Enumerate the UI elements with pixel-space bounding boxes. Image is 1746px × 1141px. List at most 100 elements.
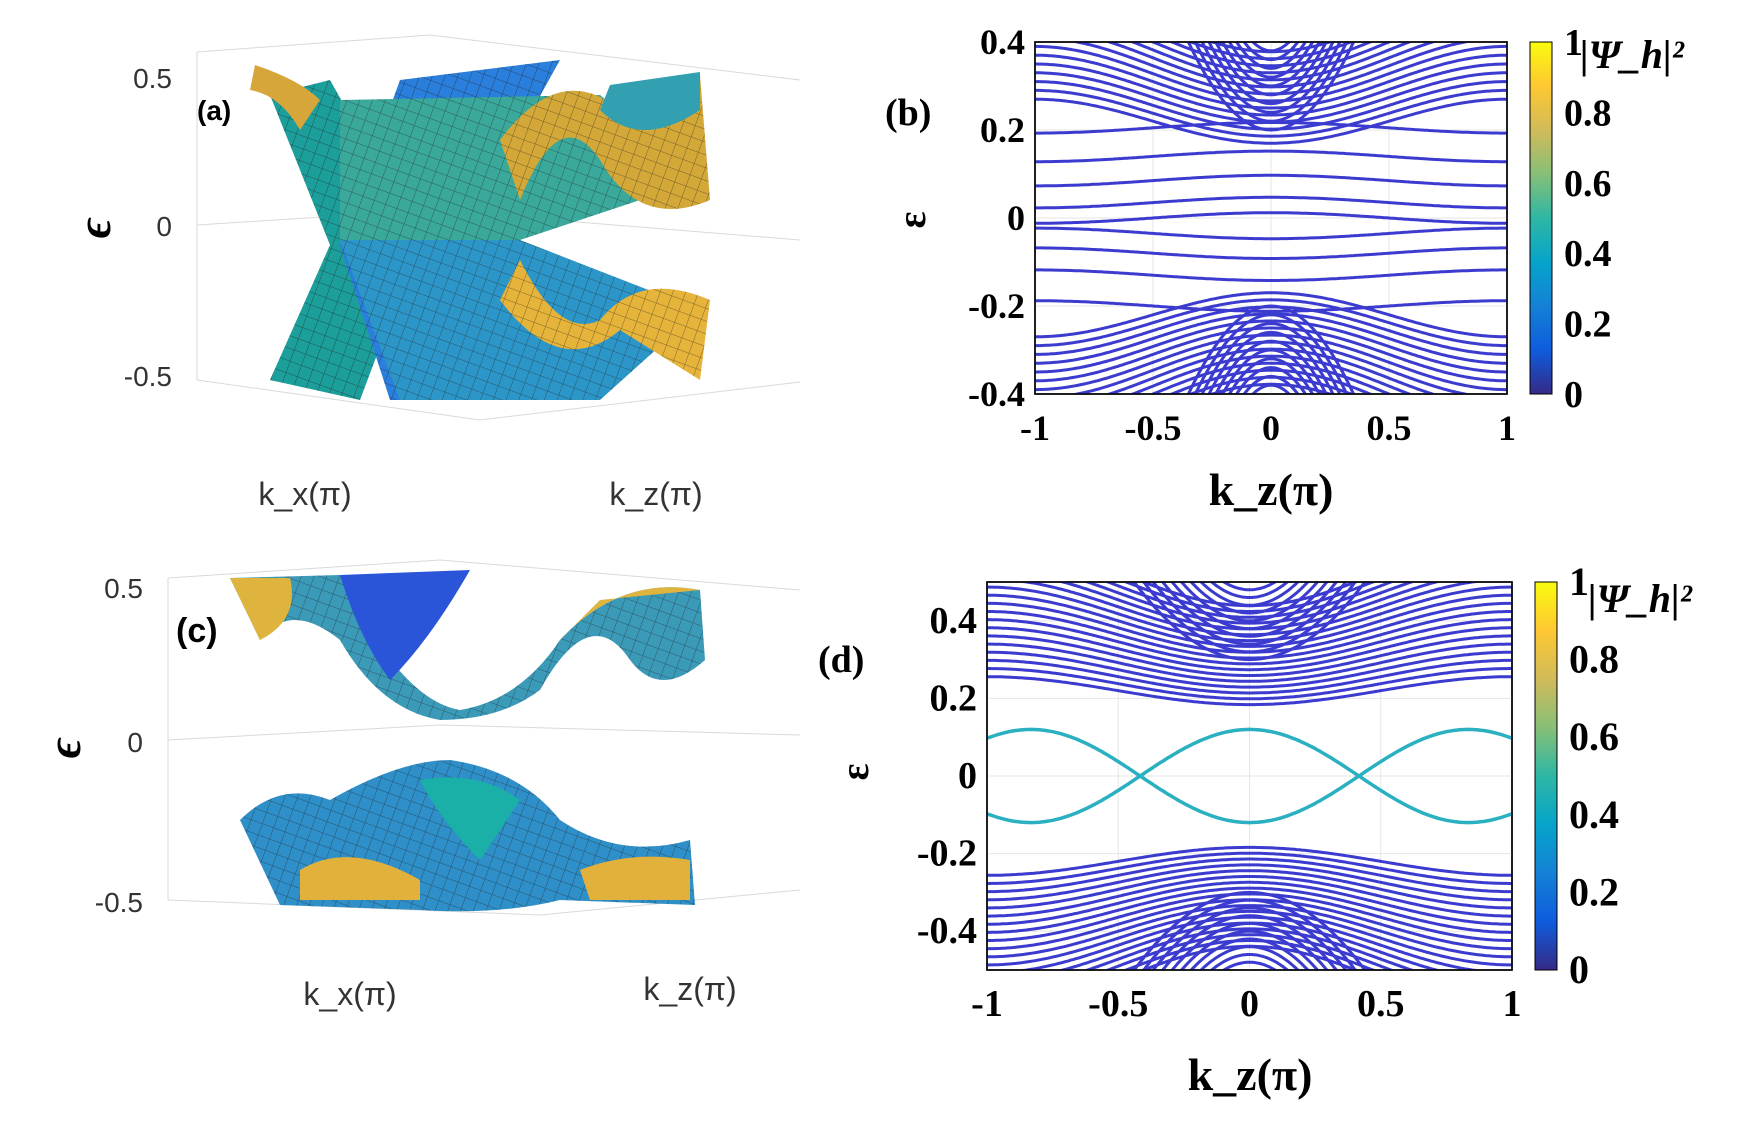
- surface-a-flap-right: [600, 72, 700, 130]
- c-ylabel: k_z(π): [643, 971, 736, 1007]
- d-colorbar-bar: [1534, 581, 1558, 971]
- b-band-line-41: [1200, 42, 1342, 114]
- d-band-line-39: [1141, 898, 1358, 970]
- b-band-line-47: [1220, 42, 1322, 88]
- b-band-line-37: [1187, 42, 1355, 132]
- d-band-line-31: [1103, 933, 1396, 970]
- panel-d: 0.4 0.2 0 -0.2 -0.4 -1 -0.5 0 0.5 1 (d) ε k_z(π)…: [818, 559, 1693, 1100]
- d-band-line-53: [1209, 953, 1290, 970]
- b-band-line-54: [1242, 374, 1300, 394]
- b-band-line-9: [1035, 97, 1507, 145]
- b-cbtick-2: 0.6: [1564, 163, 1612, 205]
- b-band-line-11: [1035, 88, 1507, 138]
- d-band-line-52: [1209, 582, 1290, 599]
- d-cbtick-4: 0.2: [1569, 869, 1619, 914]
- c-xlabel: k_x(π): [303, 976, 396, 1012]
- d-band-line-20: [987, 593, 1512, 648]
- d-band-line-8: [987, 642, 1512, 683]
- a-xlabel: k_x(π): [258, 476, 351, 512]
- d-band-line-6: [987, 650, 1512, 689]
- b-band-line-46: [1214, 339, 1328, 394]
- b-band-line-27: [1128, 42, 1414, 82]
- b-band-line-43: [1207, 42, 1335, 106]
- b-colorbar-bar: [1529, 41, 1553, 395]
- b-xtick-3: 0.5: [1367, 408, 1412, 448]
- c-panel-label: (c): [176, 612, 218, 650]
- d-band-line-5: [987, 857, 1512, 894]
- d-ytick-4: -0.4: [917, 910, 977, 952]
- d-edge-state-2: [987, 727, 1512, 825]
- d-xtick-4: 1: [1503, 983, 1522, 1025]
- d-ylabel: ε: [832, 763, 877, 780]
- d-band-line-55: [1221, 960, 1278, 970]
- b-band-line-42: [1200, 322, 1342, 394]
- b-xlabel: k_z(π): [1209, 464, 1334, 515]
- b-band-line-20: [1035, 326, 1507, 383]
- d-cbtick-5: 0: [1569, 947, 1589, 992]
- b-xtick-1: -0.5: [1125, 408, 1182, 448]
- panel-b: 0.4 0.2 0 -0.2 -0.4 -1 -0.5 0 0.5 1 (b) ε k_z(π)…: [885, 22, 1685, 515]
- d-band-line-37: [1132, 890, 1367, 970]
- d-band-line-41: [1151, 906, 1348, 970]
- d-band-line-43: [1160, 914, 1339, 970]
- d-band-line-21: [987, 904, 1512, 959]
- a-ztick-0: 0.5: [133, 63, 172, 94]
- b-band-line-30: [1149, 361, 1393, 394]
- surface-c-lower-gold: [300, 856, 690, 900]
- b-band-line-48: [1220, 348, 1322, 394]
- b-band-line-39: [1193, 42, 1349, 123]
- d-band-line-29: [1082, 927, 1417, 970]
- d-band-line-50: [1198, 582, 1301, 607]
- d-band-line-11: [987, 875, 1512, 918]
- d-cbtick-0: 1: [1569, 559, 1589, 604]
- d-edge-state-1: [987, 727, 1512, 825]
- d-band-line-28: [1082, 582, 1417, 625]
- b-band-line-29: [1149, 42, 1393, 75]
- d-xtick-3: 0.5: [1357, 983, 1405, 1025]
- d-yticks: 0.4 0.2 0 -0.2 -0.4: [917, 600, 977, 952]
- panel-c: 0.5 0 -0.5 (c) ϵ k_x(π) k_z(π): [38, 559, 801, 1012]
- a-ztick-2: -0.5: [124, 361, 172, 392]
- b-panel-label: (b): [885, 92, 931, 134]
- panel-a-surface: [250, 60, 710, 400]
- b-colorbar: 1 0.8 0.6 0.4 0.2 0 |Ψ_h|²: [1529, 22, 1685, 416]
- b-xtick-2: 0: [1262, 408, 1280, 448]
- b-colorbar-ticks: 1 0.8 0.6 0.4 0.2 0: [1564, 22, 1612, 416]
- d-band-line-36: [1132, 582, 1367, 662]
- c-ztick-0: 0.5: [104, 573, 143, 604]
- d-ytick-3: -0.2: [917, 833, 977, 875]
- surface-c-upper-gold: [230, 578, 700, 640]
- a-zlabel: ϵ: [68, 217, 121, 238]
- b-band-line-8: [1035, 299, 1507, 313]
- b-band-line-1: [1035, 149, 1507, 164]
- b-band-line-45: [1214, 42, 1328, 97]
- surface-c-upper-blue: [340, 570, 470, 680]
- d-band-line-13: [987, 880, 1512, 926]
- b-ytick-2: 0: [1007, 198, 1025, 238]
- b-ytick-4: -0.4: [968, 374, 1025, 414]
- d-band-line-0: [987, 675, 1512, 707]
- b-band-line-5: [1035, 226, 1507, 241]
- d-band-line-2: [987, 667, 1512, 701]
- d-band-line-42: [1160, 582, 1339, 638]
- a-ylabel: k_z(π): [609, 476, 702, 512]
- b-band-line-53: [1242, 42, 1300, 62]
- d-band-line-9: [987, 869, 1512, 910]
- b-band-line-18: [1035, 319, 1507, 374]
- b-band-line-4: [1035, 211, 1507, 225]
- b-ytick-0: 0.4: [980, 22, 1025, 62]
- panel-a: 0.5 0 -0.5 (a) ϵ k_x(π) k_z(π): [68, 34, 801, 512]
- b-band-line-56: [1250, 383, 1292, 394]
- d-band-line-54: [1221, 582, 1278, 592]
- b-cbtick-3: 0.4: [1564, 233, 1612, 275]
- d-band-line-49: [1189, 937, 1310, 970]
- a-ztick-1: 0: [156, 211, 172, 242]
- d-band-line-12: [987, 626, 1512, 672]
- b-band-line-21: [1035, 44, 1507, 103]
- c-ztick-1: 0: [127, 727, 143, 758]
- b-band-line-32: [1168, 368, 1374, 394]
- d-band-line-38: [1141, 582, 1358, 654]
- b-band-line-12: [1035, 298, 1507, 348]
- d-xtick-1: -0.5: [1088, 983, 1148, 1025]
- d-band-line-4: [987, 658, 1512, 695]
